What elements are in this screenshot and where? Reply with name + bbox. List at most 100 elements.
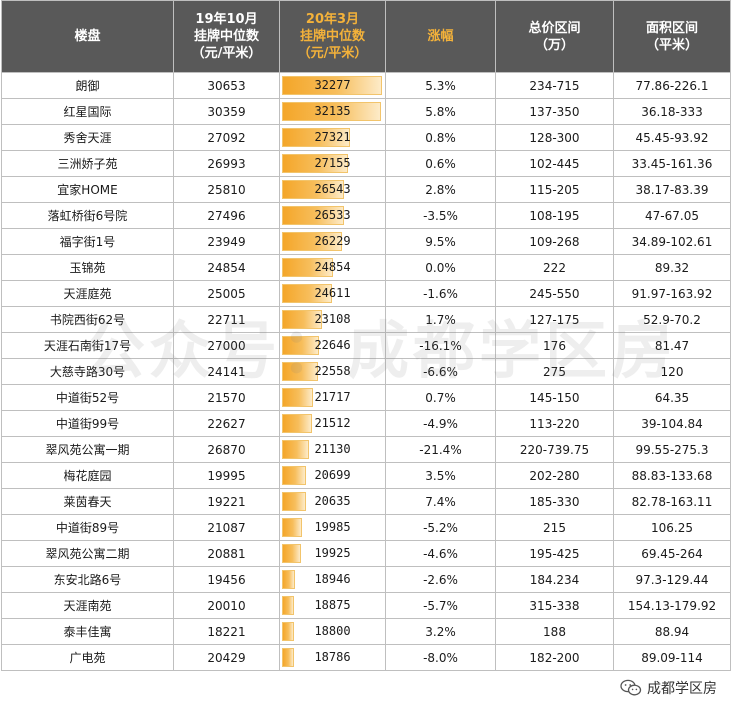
cell-mar20: 27155 bbox=[279, 150, 386, 177]
cell-name: 翠风苑公寓一期 bbox=[1, 436, 174, 463]
cell-name: 天涯石南街17号 bbox=[1, 332, 174, 359]
cell-area: 82.78-163.11 bbox=[613, 488, 731, 515]
header-change: 涨幅 bbox=[385, 0, 496, 73]
cell-price: 215 bbox=[495, 514, 614, 541]
table-row: 大慈寺路30号 24141 22558 -6.6% 275 120 bbox=[1, 358, 731, 385]
cell-change: -16.1% bbox=[385, 332, 496, 359]
header-mar20: 20年3月 挂牌中位数 （元/平米） bbox=[279, 0, 386, 73]
cell-mar20: 22558 bbox=[279, 358, 386, 385]
cell-oct19: 19221 bbox=[173, 488, 280, 515]
table-row: 书院西街62号 22711 23108 1.7% 127-175 52.9-70.2 bbox=[1, 306, 731, 333]
cell-mar20: 22646 bbox=[279, 332, 386, 359]
data-bar bbox=[282, 154, 349, 173]
cell-area: 88.94 bbox=[613, 618, 731, 645]
cell-oct19: 25005 bbox=[173, 280, 280, 307]
bar-value: 22558 bbox=[314, 364, 351, 378]
cell-oct19: 21087 bbox=[173, 514, 280, 541]
cell-mar20: 32277 bbox=[279, 72, 386, 99]
data-bar bbox=[282, 206, 345, 225]
cell-oct19: 26870 bbox=[173, 436, 280, 463]
cell-mar20: 21512 bbox=[279, 410, 386, 437]
cell-oct19: 30359 bbox=[173, 98, 280, 125]
cell-price: 109-268 bbox=[495, 228, 614, 255]
cell-area: 89.32 bbox=[613, 254, 731, 281]
cell-name: 宜家HOME bbox=[1, 176, 174, 203]
cell-name: 红星国际 bbox=[1, 98, 174, 125]
table-row: 三洲娇子苑 26993 27155 0.6% 102-445 33.45-161.36 bbox=[1, 150, 731, 177]
cell-price: 145-150 bbox=[495, 384, 614, 411]
cell-area: 39-104.84 bbox=[613, 410, 731, 437]
cell-oct19: 27000 bbox=[173, 332, 280, 359]
cell-mar20: 18946 bbox=[279, 566, 386, 593]
table-row: 宜家HOME 25810 26543 2.8% 115-205 38.17-83.39 bbox=[1, 176, 731, 203]
table-row: 朗御 30653 32277 5.3% 234-715 77.86-226.1 bbox=[1, 72, 731, 99]
cell-name: 广电苑 bbox=[1, 644, 174, 671]
cell-oct19: 19456 bbox=[173, 566, 280, 593]
bar-value: 26533 bbox=[314, 208, 351, 222]
cell-price: 137-350 bbox=[495, 98, 614, 125]
bar-value: 26543 bbox=[314, 182, 351, 196]
cell-change: 0.6% bbox=[385, 150, 496, 177]
cell-oct19: 22711 bbox=[173, 306, 280, 333]
table-row: 翠风苑公寓一期 26870 21130 -21.4% 220-739.75 99.55-2… bbox=[1, 436, 731, 463]
cell-mar20: 26229 bbox=[279, 228, 386, 255]
price-table: 楼盘 19年10月 挂牌中位数 （元/平米） 20年3月 挂牌中位数 （元/平米… bbox=[1, 0, 731, 671]
cell-oct19: 20429 bbox=[173, 644, 280, 671]
data-bar bbox=[282, 440, 310, 459]
data-bar bbox=[282, 570, 295, 589]
cell-change: 7.4% bbox=[385, 488, 496, 515]
cell-oct19: 27496 bbox=[173, 202, 280, 229]
bar-value: 18946 bbox=[314, 572, 351, 586]
cell-name: 书院西街62号 bbox=[1, 306, 174, 333]
table-row: 红星国际 30359 32135 5.8% 137-350 36.18-333 bbox=[1, 98, 731, 125]
bar-value: 24611 bbox=[314, 286, 351, 300]
data-bar bbox=[282, 310, 322, 329]
cell-area: 106.25 bbox=[613, 514, 731, 541]
bar-value: 24854 bbox=[314, 260, 351, 274]
bar-value: 32135 bbox=[314, 104, 351, 118]
cell-area: 36.18-333 bbox=[613, 98, 731, 125]
cell-change: -5.7% bbox=[385, 592, 496, 619]
data-bar bbox=[282, 518, 302, 537]
data-bar bbox=[282, 648, 294, 667]
table-body: 朗御 30653 32277 5.3% 234-715 77.86-226.1 红星国际 30… bbox=[1, 72, 731, 671]
data-bar bbox=[282, 128, 350, 147]
cell-change: -1.6% bbox=[385, 280, 496, 307]
cell-name: 东安北路6号 bbox=[1, 566, 174, 593]
table-row: 天涯南苑 20010 18875 -5.7% 315-338 154.13-179.92 bbox=[1, 592, 731, 619]
cell-change: 0.0% bbox=[385, 254, 496, 281]
table-row: 玉锦苑 24854 24854 0.0% 222 89.32 bbox=[1, 254, 731, 281]
cell-change: 0.8% bbox=[385, 124, 496, 151]
table-row: 中道街52号 21570 21717 0.7% 145-150 64.35 bbox=[1, 384, 731, 411]
cell-mar20: 32135 bbox=[279, 98, 386, 125]
bar-value: 21717 bbox=[314, 390, 351, 404]
data-bar bbox=[282, 102, 382, 121]
bar-value: 21130 bbox=[314, 442, 351, 456]
header-name: 楼盘 bbox=[1, 0, 174, 73]
table-row: 广电苑 20429 18786 -8.0% 182-200 89.09-114 bbox=[1, 644, 731, 671]
cell-name: 天涯南苑 bbox=[1, 592, 174, 619]
cell-mar20: 27321 bbox=[279, 124, 386, 151]
cell-price: 128-300 bbox=[495, 124, 614, 151]
table-row: 天涯庭苑 25005 24611 -1.6% 245-550 91.97-163.92 bbox=[1, 280, 731, 307]
table-row: 中道街99号 22627 21512 -4.9% 113-220 39-104.84 bbox=[1, 410, 731, 437]
cell-price: 115-205 bbox=[495, 176, 614, 203]
data-bar bbox=[282, 232, 343, 251]
cell-name: 三洲娇子苑 bbox=[1, 150, 174, 177]
cell-mar20: 21717 bbox=[279, 384, 386, 411]
cell-name: 秀舍天涯 bbox=[1, 124, 174, 151]
table-row: 梅花庭园 19995 20699 3.5% 202-280 88.83-133.68 bbox=[1, 462, 731, 489]
cell-change: -4.6% bbox=[385, 540, 496, 567]
cell-change: -2.6% bbox=[385, 566, 496, 593]
bar-value: 27155 bbox=[314, 156, 351, 170]
cell-change: 9.5% bbox=[385, 228, 496, 255]
cell-change: 0.7% bbox=[385, 384, 496, 411]
data-bar bbox=[282, 466, 307, 485]
data-bar bbox=[282, 362, 319, 381]
table-row: 泰丰佳寓 18221 18800 3.2% 188 88.94 bbox=[1, 618, 731, 645]
cell-oct19: 25810 bbox=[173, 176, 280, 203]
cell-name: 福字街1号 bbox=[1, 228, 174, 255]
bar-value: 22646 bbox=[314, 338, 351, 352]
cell-price: 185-330 bbox=[495, 488, 614, 515]
cell-name: 玉锦苑 bbox=[1, 254, 174, 281]
